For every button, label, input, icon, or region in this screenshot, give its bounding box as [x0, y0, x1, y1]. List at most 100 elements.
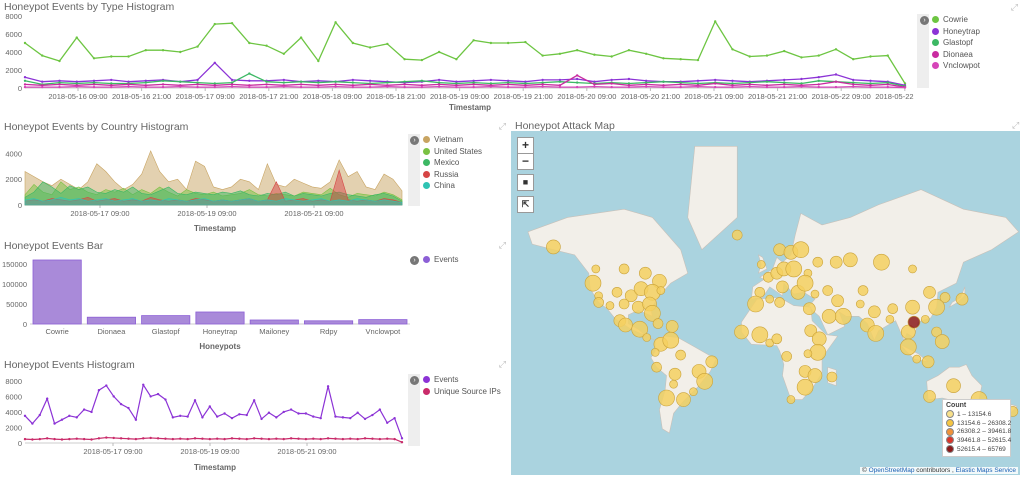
legend-item[interactable]: Honeytrap	[932, 26, 980, 38]
data-point	[852, 78, 855, 82]
data-point	[267, 411, 271, 414]
land-mass	[687, 145, 738, 251]
data-point	[58, 59, 61, 63]
data-point	[245, 413, 248, 417]
data-point	[334, 83, 337, 86]
data-point	[60, 438, 64, 441]
legend-label: Events	[434, 255, 459, 265]
legend-toggle-icon[interactable]: ›	[410, 136, 419, 145]
expand-icon[interactable]: ⤢	[1012, 120, 1020, 130]
data-point	[164, 437, 167, 440]
data-point	[696, 85, 700, 88]
world-map[interactable]	[511, 131, 1020, 475]
attack-location-marker	[605, 301, 615, 310]
legend-item[interactable]: Unique Source IPs	[423, 386, 501, 398]
map-legend-item: 26308.2 – 39461.8	[946, 427, 1011, 436]
data-point	[275, 416, 278, 419]
legend-item[interactable]: Events	[423, 254, 458, 266]
data-point	[378, 437, 382, 441]
legend-swatch-icon	[946, 427, 954, 436]
data-point	[403, 58, 406, 61]
fit-bounds-button[interactable]: ⇱	[517, 196, 534, 213]
legend-swatch-icon	[946, 445, 954, 454]
expand-icon[interactable]: ⤢	[1010, 2, 1018, 12]
data-point	[869, 55, 872, 58]
events-bar-chart: 150000 100000 50000 0 Cowrie Dionaea Glastopf H…	[2, 259, 410, 351]
attack-location-marker	[652, 318, 664, 329]
expand-icon[interactable]: ⤢	[498, 121, 506, 131]
legend-item[interactable]: China	[423, 180, 482, 192]
map-legend-item: 1 – 13154.6	[946, 410, 1007, 419]
attack-map[interactable]: + − ■ ⇱ Count 1 – 13154.6 13154.6 – 26308…	[511, 131, 1020, 475]
zoom-in-button[interactable]: +	[517, 137, 534, 154]
legend-item[interactable]: Mexico	[423, 157, 482, 169]
data-point	[610, 82, 613, 85]
attack-location-marker	[803, 302, 816, 316]
data-point	[610, 55, 613, 58]
expand-icon[interactable]: ⤢	[498, 240, 506, 250]
data-point	[627, 85, 631, 89]
attack-location-marker	[905, 299, 920, 315]
data-point	[75, 82, 78, 85]
attack-location-marker	[731, 229, 743, 241]
attack-location-marker	[776, 280, 789, 294]
legend-item[interactable]: United States	[423, 146, 482, 158]
bar-dionaea	[86, 316, 136, 325]
data-point	[179, 414, 182, 418]
data-point	[161, 79, 165, 83]
data-point	[713, 85, 717, 89]
zoom-out-button[interactable]: −	[517, 153, 534, 170]
data-point	[627, 82, 631, 85]
legend-item[interactable]: Events	[423, 374, 501, 386]
legend-label: Honeytrap	[943, 26, 980, 36]
legend-item[interactable]: Russia	[423, 169, 482, 181]
data-point	[834, 85, 838, 89]
data-point	[53, 437, 56, 441]
data-point	[58, 81, 61, 84]
data-point	[524, 85, 527, 89]
ems-link[interactable]: Elastic Maps Service	[955, 467, 1016, 474]
data-point	[748, 55, 751, 58]
data-point	[386, 81, 389, 84]
data-point	[196, 78, 199, 82]
data-point	[90, 410, 93, 414]
legend-toggle-icon[interactable]: ›	[410, 376, 419, 385]
legend-dot-icon	[423, 387, 430, 395]
data-point	[852, 83, 855, 86]
legend-item[interactable]: Dionaea	[932, 49, 980, 61]
data-point	[223, 412, 226, 415]
data-point	[420, 84, 424, 87]
draw-shape-button[interactable]: ■	[517, 174, 534, 191]
legend-toggle-icon[interactable]: ›	[920, 16, 929, 25]
legend-item[interactable]: Glastopf	[932, 37, 980, 49]
legend-dot-icon	[932, 62, 939, 70]
expand-icon[interactable]: ⤢	[498, 359, 506, 369]
x-axis-title: Honeypots	[199, 342, 241, 351]
y-tick-label: 0	[18, 201, 22, 210]
data-point	[378, 408, 382, 411]
legend-item[interactable]: Vietnam	[423, 134, 482, 146]
legend-item[interactable]: Vnclowpot	[932, 60, 980, 72]
data-point	[834, 48, 838, 51]
data-point	[713, 78, 717, 82]
legend-toggle-icon[interactable]: ›	[410, 256, 419, 265]
attack-location-marker	[887, 303, 899, 315]
legend-item[interactable]: Cowrie	[932, 14, 980, 26]
data-point	[127, 85, 130, 88]
attack-location-marker	[689, 387, 698, 397]
data-point	[506, 79, 510, 83]
data-point	[403, 83, 406, 86]
data-point	[472, 85, 475, 89]
x-tick-label: 2018-05-19 09:00	[430, 92, 489, 101]
data-point	[208, 405, 212, 408]
osm-link[interactable]: OpenStreetMap	[868, 467, 915, 474]
attack-location-marker	[923, 285, 936, 299]
x-category-label: Rdpy	[320, 327, 338, 336]
data-point	[144, 81, 147, 84]
bar-mailoney	[249, 319, 299, 325]
data-point	[593, 85, 596, 88]
data-point	[144, 85, 147, 89]
data-point	[144, 79, 147, 83]
series-area-china	[24, 196, 403, 206]
map-legend-label: 52615.4 – 65769	[957, 445, 1006, 453]
